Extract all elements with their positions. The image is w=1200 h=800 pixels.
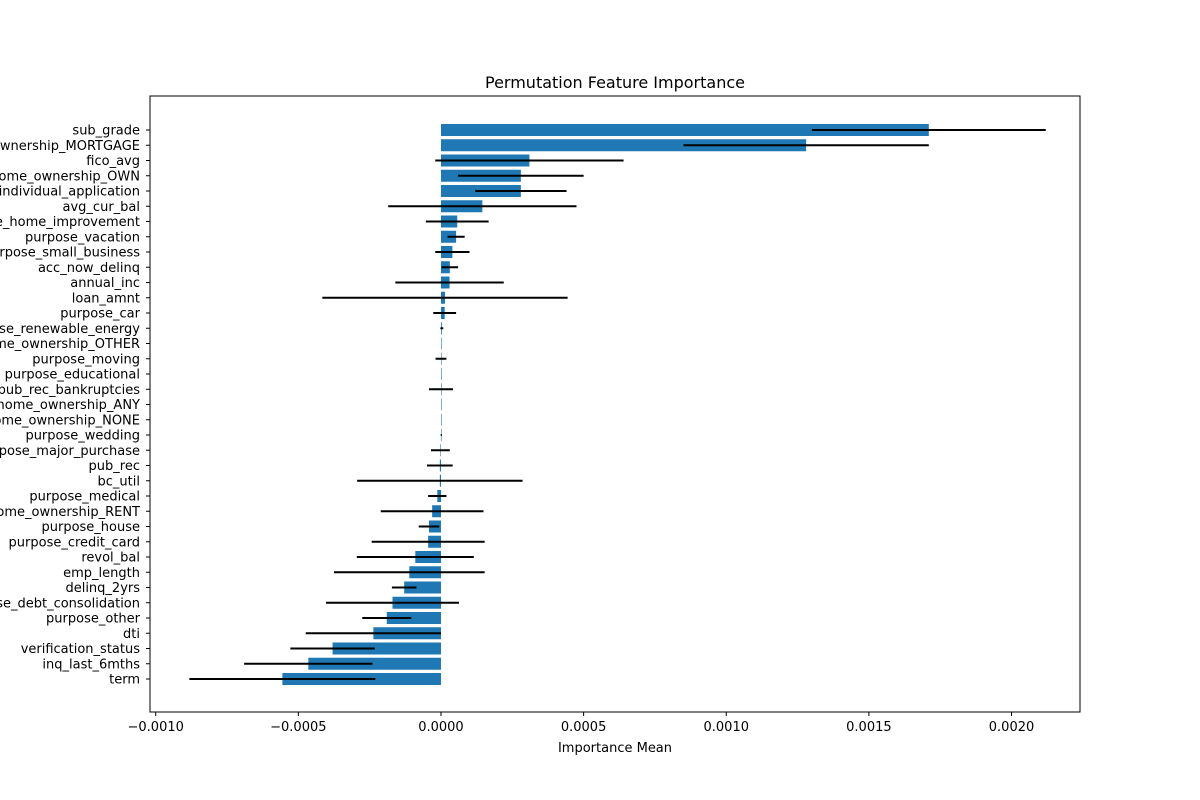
y-tick-label: purpose_house	[41, 520, 140, 535]
y-tick-label: annual_inc	[70, 276, 140, 291]
y-tick-label: dti	[123, 627, 140, 642]
x-tick-label: 0.0010	[704, 720, 750, 735]
y-tick-label: purpose_debt_consolidation	[0, 596, 140, 611]
y-tick-label: purpose_wedding	[25, 429, 140, 444]
y-tick-label: bc_util	[98, 474, 140, 489]
plot-frame	[149, 95, 1081, 713]
y-tick-label: individual_application	[0, 185, 140, 200]
y-axis-ticks: sub_gradehome_ownership_MORTGAGEfico_avg…	[0, 124, 150, 688]
y-tick-label: pub_rec	[89, 459, 140, 474]
y-tick-label: sub_grade	[72, 124, 140, 139]
y-tick-label: acc_now_delinq	[38, 261, 140, 276]
y-tick-label: fico_avg	[86, 154, 140, 169]
y-tick-label: loan_amnt	[72, 291, 140, 306]
bar	[440, 139, 807, 152]
x-tick-label: 0.0005	[561, 720, 607, 735]
y-tick-label: home_ownership_NONE	[0, 413, 140, 428]
y-tick-label: revol_bal	[81, 551, 140, 566]
y-tick-label: purpose_small_business	[0, 246, 140, 261]
y-tick-label: home_ownership_OWN	[0, 169, 140, 184]
chart-title: Permutation Feature Importance	[485, 73, 745, 92]
y-tick-label: home_ownership_ANY	[0, 398, 140, 413]
x-tick-label: 0.0015	[846, 720, 892, 735]
y-tick-label: purpose_moving	[32, 352, 140, 367]
x-tick-label: 0.0020	[989, 720, 1035, 735]
bar	[404, 581, 441, 594]
bar	[386, 612, 441, 624]
x-axis-ticks: −0.0010 −0.0005 0.0000 0.0005 0.0010 0.0015 0.…	[128, 712, 1035, 735]
bar	[440, 124, 929, 136]
y-tick-label: home_ownership_MORTGAGE	[0, 139, 140, 154]
y-tick-label: verification_status	[21, 642, 141, 657]
bar	[440, 413, 442, 426]
y-tick-label: purpose_renewable_energy	[0, 322, 140, 337]
y-tick-label: purpose_educational	[5, 368, 140, 383]
bar	[332, 642, 441, 655]
y-tick-label: delinq_2yrs	[65, 581, 140, 596]
y-tick-label: purpose_medical	[29, 490, 140, 505]
bar	[440, 368, 442, 380]
y-tick-label: purpose_major_purchase	[0, 444, 140, 459]
y-tick-label: emp_length	[63, 566, 140, 581]
bar	[440, 337, 442, 350]
y-tick-label: inq_last_6mths	[42, 657, 140, 672]
x-axis-label: Importance Mean	[558, 741, 672, 756]
bar	[440, 398, 442, 411]
y-tick-label: purpose_credit_card	[9, 535, 140, 550]
bars-layer	[282, 124, 929, 685]
y-tick-label: purpose_other	[46, 612, 141, 627]
y-tick-label: purpose_vacation	[25, 230, 140, 245]
bar	[308, 657, 441, 670]
y-tick-label: avg_cur_bal	[63, 200, 140, 215]
y-tick-label: purpose_home_improvement	[0, 215, 140, 230]
x-tick-label: 0.0000	[418, 720, 464, 735]
y-tick-label: home_ownership_RENT	[0, 505, 140, 520]
y-tick-label: purpose_car	[60, 307, 140, 322]
y-tick-label: term	[109, 673, 140, 688]
errorbars-layer	[189, 129, 1046, 680]
x-tick-label: −0.0010	[128, 720, 184, 735]
y-tick-label: pub_rec_bankruptcies	[0, 383, 140, 398]
y-tick-label: home_ownership_OTHER	[0, 337, 140, 352]
x-tick-label: −0.0005	[270, 720, 326, 735]
